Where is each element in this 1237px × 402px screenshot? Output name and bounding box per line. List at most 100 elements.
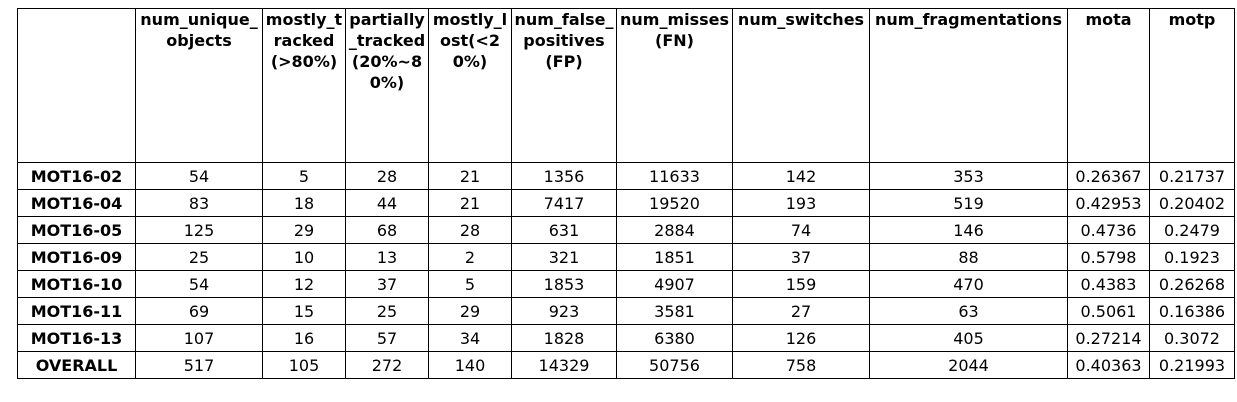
cell-motp: 0.21737 <box>1149 162 1235 190</box>
cell-mostly-tracked: 12 <box>262 270 346 298</box>
cell-num-switches: 159 <box>732 270 870 298</box>
cell-row-label: MOT16-13 <box>17 324 136 352</box>
table-row: MOT16-04 83 18 44 21 7417 19520 193 519 0.42953 0.… <box>17 189 1235 217</box>
cell-num-fragmentations: 88 <box>869 243 1068 271</box>
cell-num-fragmentations: 470 <box>869 270 1068 298</box>
cell-num-fragmentations: 353 <box>869 162 1068 190</box>
cell-row-label: MOT16-02 <box>17 162 136 190</box>
cell-mostly-tracked: 16 <box>262 324 346 352</box>
cell-motp: 0.2479 <box>1149 216 1235 244</box>
cell-partially-tracked: 44 <box>345 189 429 217</box>
cell-num-false-positives: 631 <box>511 216 617 244</box>
cell-mostly-tracked: 105 <box>262 351 346 379</box>
cell-num-unique-objects: 69 <box>135 297 263 325</box>
cell-row-label: MOT16-11 <box>17 297 136 325</box>
table-row: MOT16-10 54 12 37 5 1853 4907 159 470 0.4383 0.262… <box>17 270 1235 298</box>
cell-num-unique-objects: 107 <box>135 324 263 352</box>
cell-num-false-positives: 321 <box>511 243 617 271</box>
header-num-misses: num_misses (FN) <box>616 8 733 163</box>
cell-mostly-tracked: 15 <box>262 297 346 325</box>
table-body: MOT16-02 54 5 28 21 1356 11633 142 353 0.26367 0.2… <box>17 162 1235 379</box>
cell-num-fragmentations: 63 <box>869 297 1068 325</box>
table-row: MOT16-02 54 5 28 21 1356 11633 142 353 0.26367 0.2… <box>17 162 1235 190</box>
cell-row-label: MOT16-05 <box>17 216 136 244</box>
header-motp: motp <box>1149 8 1235 163</box>
cell-mostly-lost: 2 <box>428 243 512 271</box>
cell-num-misses: 1851 <box>616 243 733 271</box>
header-row: num_unique_objects mostly_tracked(>80%) … <box>17 8 1235 163</box>
cell-mostly-lost: 28 <box>428 216 512 244</box>
header-num-false-positives: num_false_positives (FP) <box>511 8 617 163</box>
cell-num-fragmentations: 519 <box>869 189 1068 217</box>
cell-num-fragmentations: 2044 <box>869 351 1068 379</box>
header-num-unique-objects: num_unique_objects <box>135 8 263 163</box>
cell-mota: 0.40363 <box>1067 351 1150 379</box>
cell-num-unique-objects: 125 <box>135 216 263 244</box>
cell-row-label: MOT16-04 <box>17 189 136 217</box>
cell-num-misses: 11633 <box>616 162 733 190</box>
cell-motp: 0.1923 <box>1149 243 1235 271</box>
cell-num-false-positives: 1356 <box>511 162 617 190</box>
cell-mota: 0.27214 <box>1067 324 1150 352</box>
cell-partially-tracked: 272 <box>345 351 429 379</box>
cell-num-fragmentations: 405 <box>869 324 1068 352</box>
cell-row-label: OVERALL <box>17 351 136 379</box>
cell-num-false-positives: 14329 <box>511 351 617 379</box>
cell-row-label: MOT16-09 <box>17 243 136 271</box>
cell-mostly-lost: 5 <box>428 270 512 298</box>
cell-num-misses: 19520 <box>616 189 733 217</box>
cell-mostly-tracked: 10 <box>262 243 346 271</box>
cell-mota: 0.4383 <box>1067 270 1150 298</box>
cell-mota: 0.5061 <box>1067 297 1150 325</box>
cell-motp: 0.16386 <box>1149 297 1235 325</box>
cell-mostly-tracked: 5 <box>262 162 346 190</box>
cell-num-unique-objects: 54 <box>135 270 263 298</box>
cell-num-switches: 142 <box>732 162 870 190</box>
header-num-fragmentations: num_fragmentations <box>869 8 1068 163</box>
header-cell-empty <box>17 8 136 163</box>
cell-num-switches: 126 <box>732 324 870 352</box>
cell-num-misses: 50756 <box>616 351 733 379</box>
cell-num-unique-objects: 54 <box>135 162 263 190</box>
cell-partially-tracked: 37 <box>345 270 429 298</box>
table-row: MOT16-05 125 29 68 28 631 2884 74 146 0.4736 0.247… <box>17 216 1235 244</box>
cell-num-misses: 4907 <box>616 270 733 298</box>
cell-num-unique-objects: 83 <box>135 189 263 217</box>
cell-partially-tracked: 13 <box>345 243 429 271</box>
cell-mota: 0.4736 <box>1067 216 1150 244</box>
cell-mota: 0.26367 <box>1067 162 1150 190</box>
cell-partially-tracked: 25 <box>345 297 429 325</box>
cell-mostly-lost: 21 <box>428 162 512 190</box>
cell-num-unique-objects: 25 <box>135 243 263 271</box>
cell-partially-tracked: 57 <box>345 324 429 352</box>
cell-num-false-positives: 1853 <box>511 270 617 298</box>
header-mostly-tracked: mostly_tracked(>80%) <box>262 8 346 163</box>
cell-motp: 0.20402 <box>1149 189 1235 217</box>
cell-row-label: MOT16-10 <box>17 270 136 298</box>
header-num-switches: num_switches <box>732 8 870 163</box>
cell-mostly-tracked: 29 <box>262 216 346 244</box>
cell-motp: 0.26268 <box>1149 270 1235 298</box>
cell-num-switches: 27 <box>732 297 870 325</box>
cell-motp: 0.3072 <box>1149 324 1235 352</box>
header-mota: mota <box>1067 8 1150 163</box>
header-mostly-lost: mostly_lost(<20%) <box>428 8 512 163</box>
cell-num-misses: 2884 <box>616 216 733 244</box>
cell-num-switches: 193 <box>732 189 870 217</box>
cell-num-false-positives: 7417 <box>511 189 617 217</box>
table-row: MOT16-13 107 16 57 34 1828 6380 126 405 0.27214 0.… <box>17 324 1235 352</box>
cell-num-switches: 37 <box>732 243 870 271</box>
cell-mota: 0.5798 <box>1067 243 1150 271</box>
header-partially-tracked: partially_tracked(20%~80%) <box>345 8 429 163</box>
cell-num-unique-objects: 517 <box>135 351 263 379</box>
cell-num-misses: 3581 <box>616 297 733 325</box>
cell-partially-tracked: 68 <box>345 216 429 244</box>
table-row: MOT16-09 25 10 13 2 321 1851 37 88 0.5798 0.1923 <box>17 243 1235 271</box>
cell-num-switches: 758 <box>732 351 870 379</box>
table-row: OVERALL 517 105 272 140 14329 50756 758 2044 0.40… <box>17 351 1235 379</box>
cell-mota: 0.42953 <box>1067 189 1150 217</box>
table-row: MOT16-11 69 15 25 29 923 3581 27 63 0.5061 0.16386 <box>17 297 1235 325</box>
cell-partially-tracked: 28 <box>345 162 429 190</box>
cell-num-fragmentations: 146 <box>869 216 1068 244</box>
cell-num-misses: 6380 <box>616 324 733 352</box>
